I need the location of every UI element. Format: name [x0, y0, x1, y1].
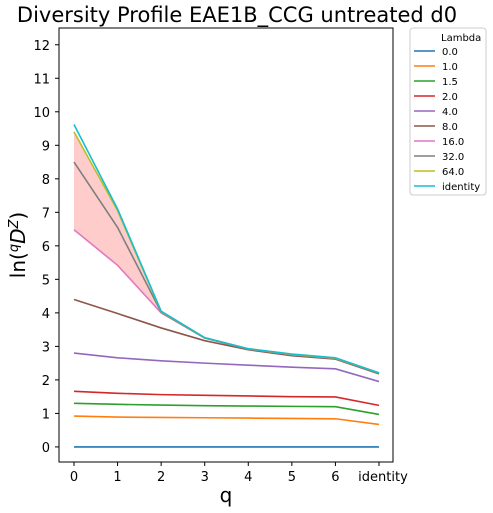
chart-title: Diversity Profile EAE1B_CCG untreated d0 — [17, 3, 457, 28]
legend-frame — [409, 27, 487, 196]
y-tick-label: 6 — [42, 240, 50, 255]
x-axis: 0 1 2 3 4 5 6 identity — [70, 462, 408, 485]
x-tick-label: 5 — [288, 470, 296, 485]
y-axis-label: ln(qDZ) — [6, 212, 30, 278]
y-tick-label: 2 — [42, 374, 50, 389]
legend-entry-0: 0.0 — [442, 47, 458, 58]
x-tick-label: 3 — [201, 470, 209, 485]
x-tick-label: 4 — [244, 470, 252, 485]
legend-entry-3: 2.0 — [442, 92, 458, 103]
legend-entry-5: 8.0 — [442, 122, 458, 133]
series-line-2 — [73, 402, 380, 416]
legend-entry-1: 1.0 — [442, 62, 458, 73]
legend-entry-6: 16.0 — [442, 137, 464, 148]
y-tick-label: 10 — [33, 106, 50, 121]
legend: Lambda 0.0 1.0 1.5 2.0 4.0 8.0 16.0 32.0 64.0 ide… — [409, 27, 487, 196]
y-tick-label: 7 — [42, 206, 50, 221]
legend-entry-9: identity — [442, 182, 480, 193]
legend-entry-8: 64.0 — [442, 167, 464, 178]
x-tick-label: 6 — [331, 470, 339, 485]
legend-entry-7: 32.0 — [442, 152, 464, 163]
legend-entry-4: 4.0 — [442, 107, 458, 118]
y-tick-label: 9 — [42, 139, 50, 154]
y-tick-label: 4 — [42, 307, 50, 322]
series-line-3 — [73, 390, 380, 407]
y-tick-label: 0 — [42, 441, 50, 456]
shaded-band — [74, 131, 162, 313]
x-tick-label: 1 — [113, 470, 121, 485]
series-layer — [73, 124, 380, 448]
legend-entry-2: 1.5 — [442, 77, 458, 88]
series-line-4 — [73, 352, 380, 383]
x-tick-label: identity — [358, 470, 408, 485]
y-tick-label: 11 — [33, 72, 50, 87]
shaded-band-layer — [74, 131, 162, 313]
y-tick-label: 12 — [33, 39, 50, 54]
series-line-9 — [73, 124, 380, 374]
y-tick-label: 3 — [42, 340, 50, 355]
y-tick-label: 5 — [42, 273, 50, 288]
x-tick-label: 0 — [70, 470, 78, 485]
series-line-1 — [73, 415, 380, 426]
legend-title: Lambda — [441, 33, 481, 44]
series-line-5 — [73, 298, 380, 375]
y-tick-label: 8 — [42, 173, 50, 188]
plot-area-frame — [58, 27, 394, 463]
x-tick-label: 2 — [157, 470, 165, 485]
x-axis-label: q — [220, 483, 233, 507]
y-tick-label: 1 — [42, 407, 50, 422]
